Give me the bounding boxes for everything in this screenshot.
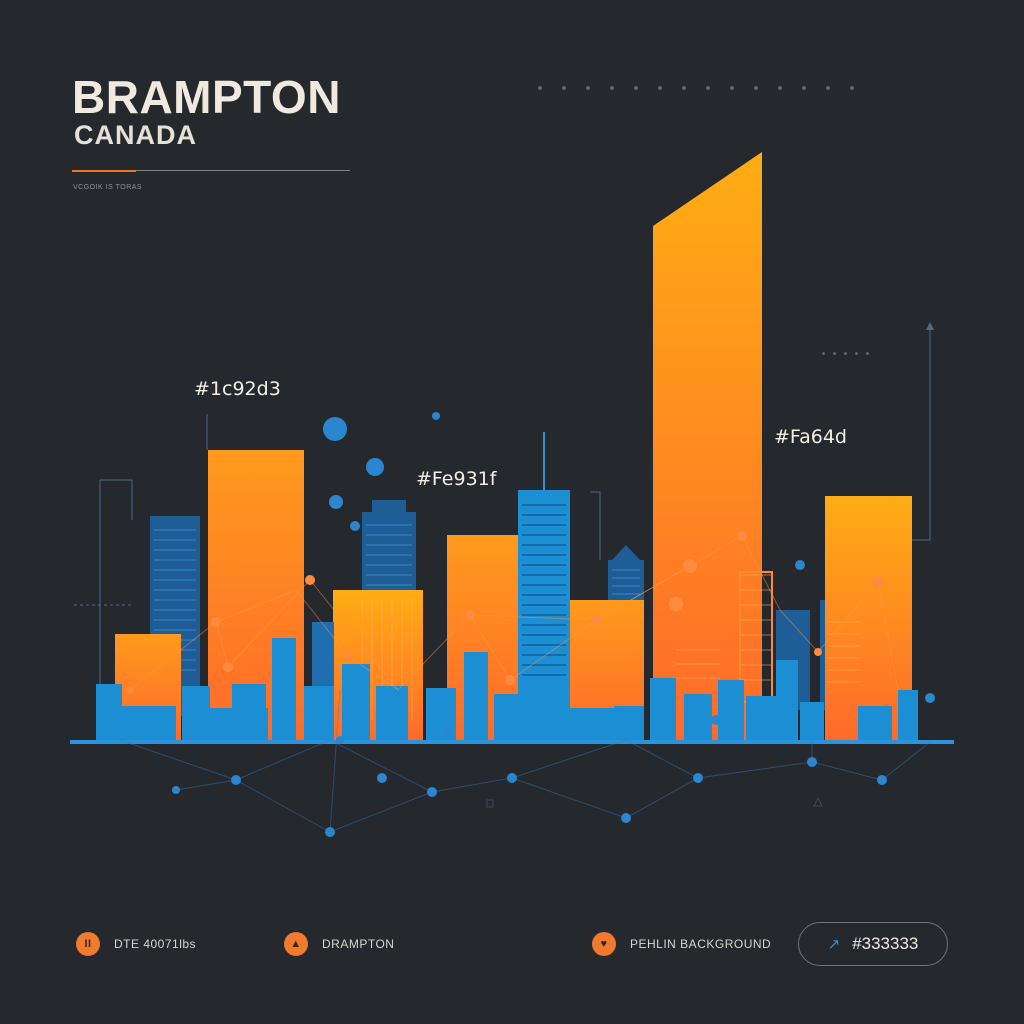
ground-line [70, 740, 954, 744]
color-label-tall-orange: #Fa64d [774, 426, 847, 448]
hex-pill-label: #333333 [852, 934, 919, 953]
footer-item-label: DRAMPTON [322, 937, 395, 951]
color-label-mid-orange: #Fe931f [416, 468, 497, 490]
decorative-dot-row [538, 86, 854, 90]
hex-color-pill[interactable]: ↗ #333333 [798, 922, 948, 966]
bar-fa64d-tall [653, 152, 762, 740]
title-divider [136, 170, 350, 171]
bar-right [825, 496, 912, 740]
footer-item-background: ♥ PEHLIN BACKGROUND [592, 932, 771, 956]
color-label-blue: #1c92d3 [194, 378, 281, 400]
footer-item-location: ▲ DRAMPTON [284, 932, 394, 956]
title-accent-rule [72, 170, 136, 172]
footer-item-stat: II DTE 40071lbs [76, 932, 196, 956]
foreground-blue-buildings [96, 622, 918, 740]
location-pin-icon: ▲ [284, 932, 308, 956]
heart-icon: ♥ [592, 932, 616, 956]
footer-item-label: DTE 40071lbs [114, 937, 197, 951]
footer-item-label: PEHLIN BACKGROUND [630, 937, 772, 951]
network-nodes-blue [172, 412, 935, 837]
caption-text: VCGOIK IS TORAS [73, 184, 143, 191]
page-title: BRAMPTON [72, 71, 341, 123]
page-subtitle: CANADA [74, 120, 197, 150]
scatter-marks [486, 796, 823, 808]
pause-icon: II [76, 932, 100, 956]
pen-icon: ↗ [827, 936, 841, 953]
orange-tower-windows [361, 574, 860, 720]
arrow-up-icon [926, 322, 934, 330]
decorative-dot-row-small [822, 352, 869, 355]
network-nodes-orange [126, 531, 884, 694]
guide-lines [74, 330, 931, 700]
